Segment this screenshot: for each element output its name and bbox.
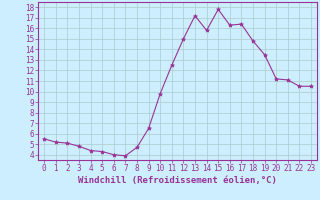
X-axis label: Windchill (Refroidissement éolien,°C): Windchill (Refroidissement éolien,°C) xyxy=(78,176,277,185)
